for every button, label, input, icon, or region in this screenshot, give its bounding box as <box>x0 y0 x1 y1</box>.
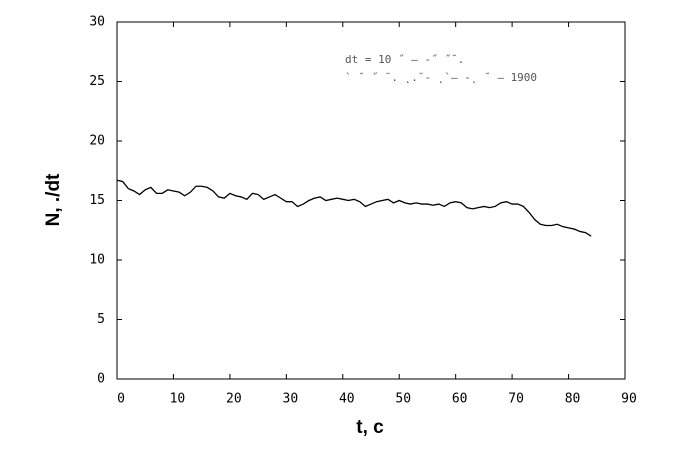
x-tick-label: 10 <box>170 392 186 407</box>
x-tick-label: 50 <box>395 392 411 407</box>
x-tick-label: 40 <box>339 392 355 407</box>
y-tick-label: 5 <box>97 312 105 327</box>
y-axis-label: N, ./dt <box>43 173 64 226</box>
y-tick-label: 10 <box>89 253 105 268</box>
annotation: ` ˘ ˝ ˘. ˛.˘- ˛`– -˛ ˘ – 1900 <box>345 71 537 84</box>
x-tick-label: 60 <box>452 392 468 407</box>
x-tick-label: 80 <box>565 392 581 407</box>
x-axis-label: t, c <box>356 417 384 438</box>
annotation: dt = 10 ˝ – -˝ ˝˘. <box>345 53 464 66</box>
x-tick-label: 30 <box>283 392 299 407</box>
y-tick-label: 15 <box>89 193 105 208</box>
y-tick-label: 20 <box>89 134 105 149</box>
data-line <box>116 179 592 237</box>
y-tick-label: 30 <box>89 15 105 30</box>
x-tick-label: 70 <box>508 392 524 407</box>
x-tick-label: 0 <box>117 392 125 407</box>
x-tick-label: 90 <box>621 392 637 407</box>
y-tick-label: 0 <box>97 372 105 387</box>
y-tick-label: 25 <box>89 74 105 89</box>
x-tick-label: 20 <box>226 392 242 407</box>
